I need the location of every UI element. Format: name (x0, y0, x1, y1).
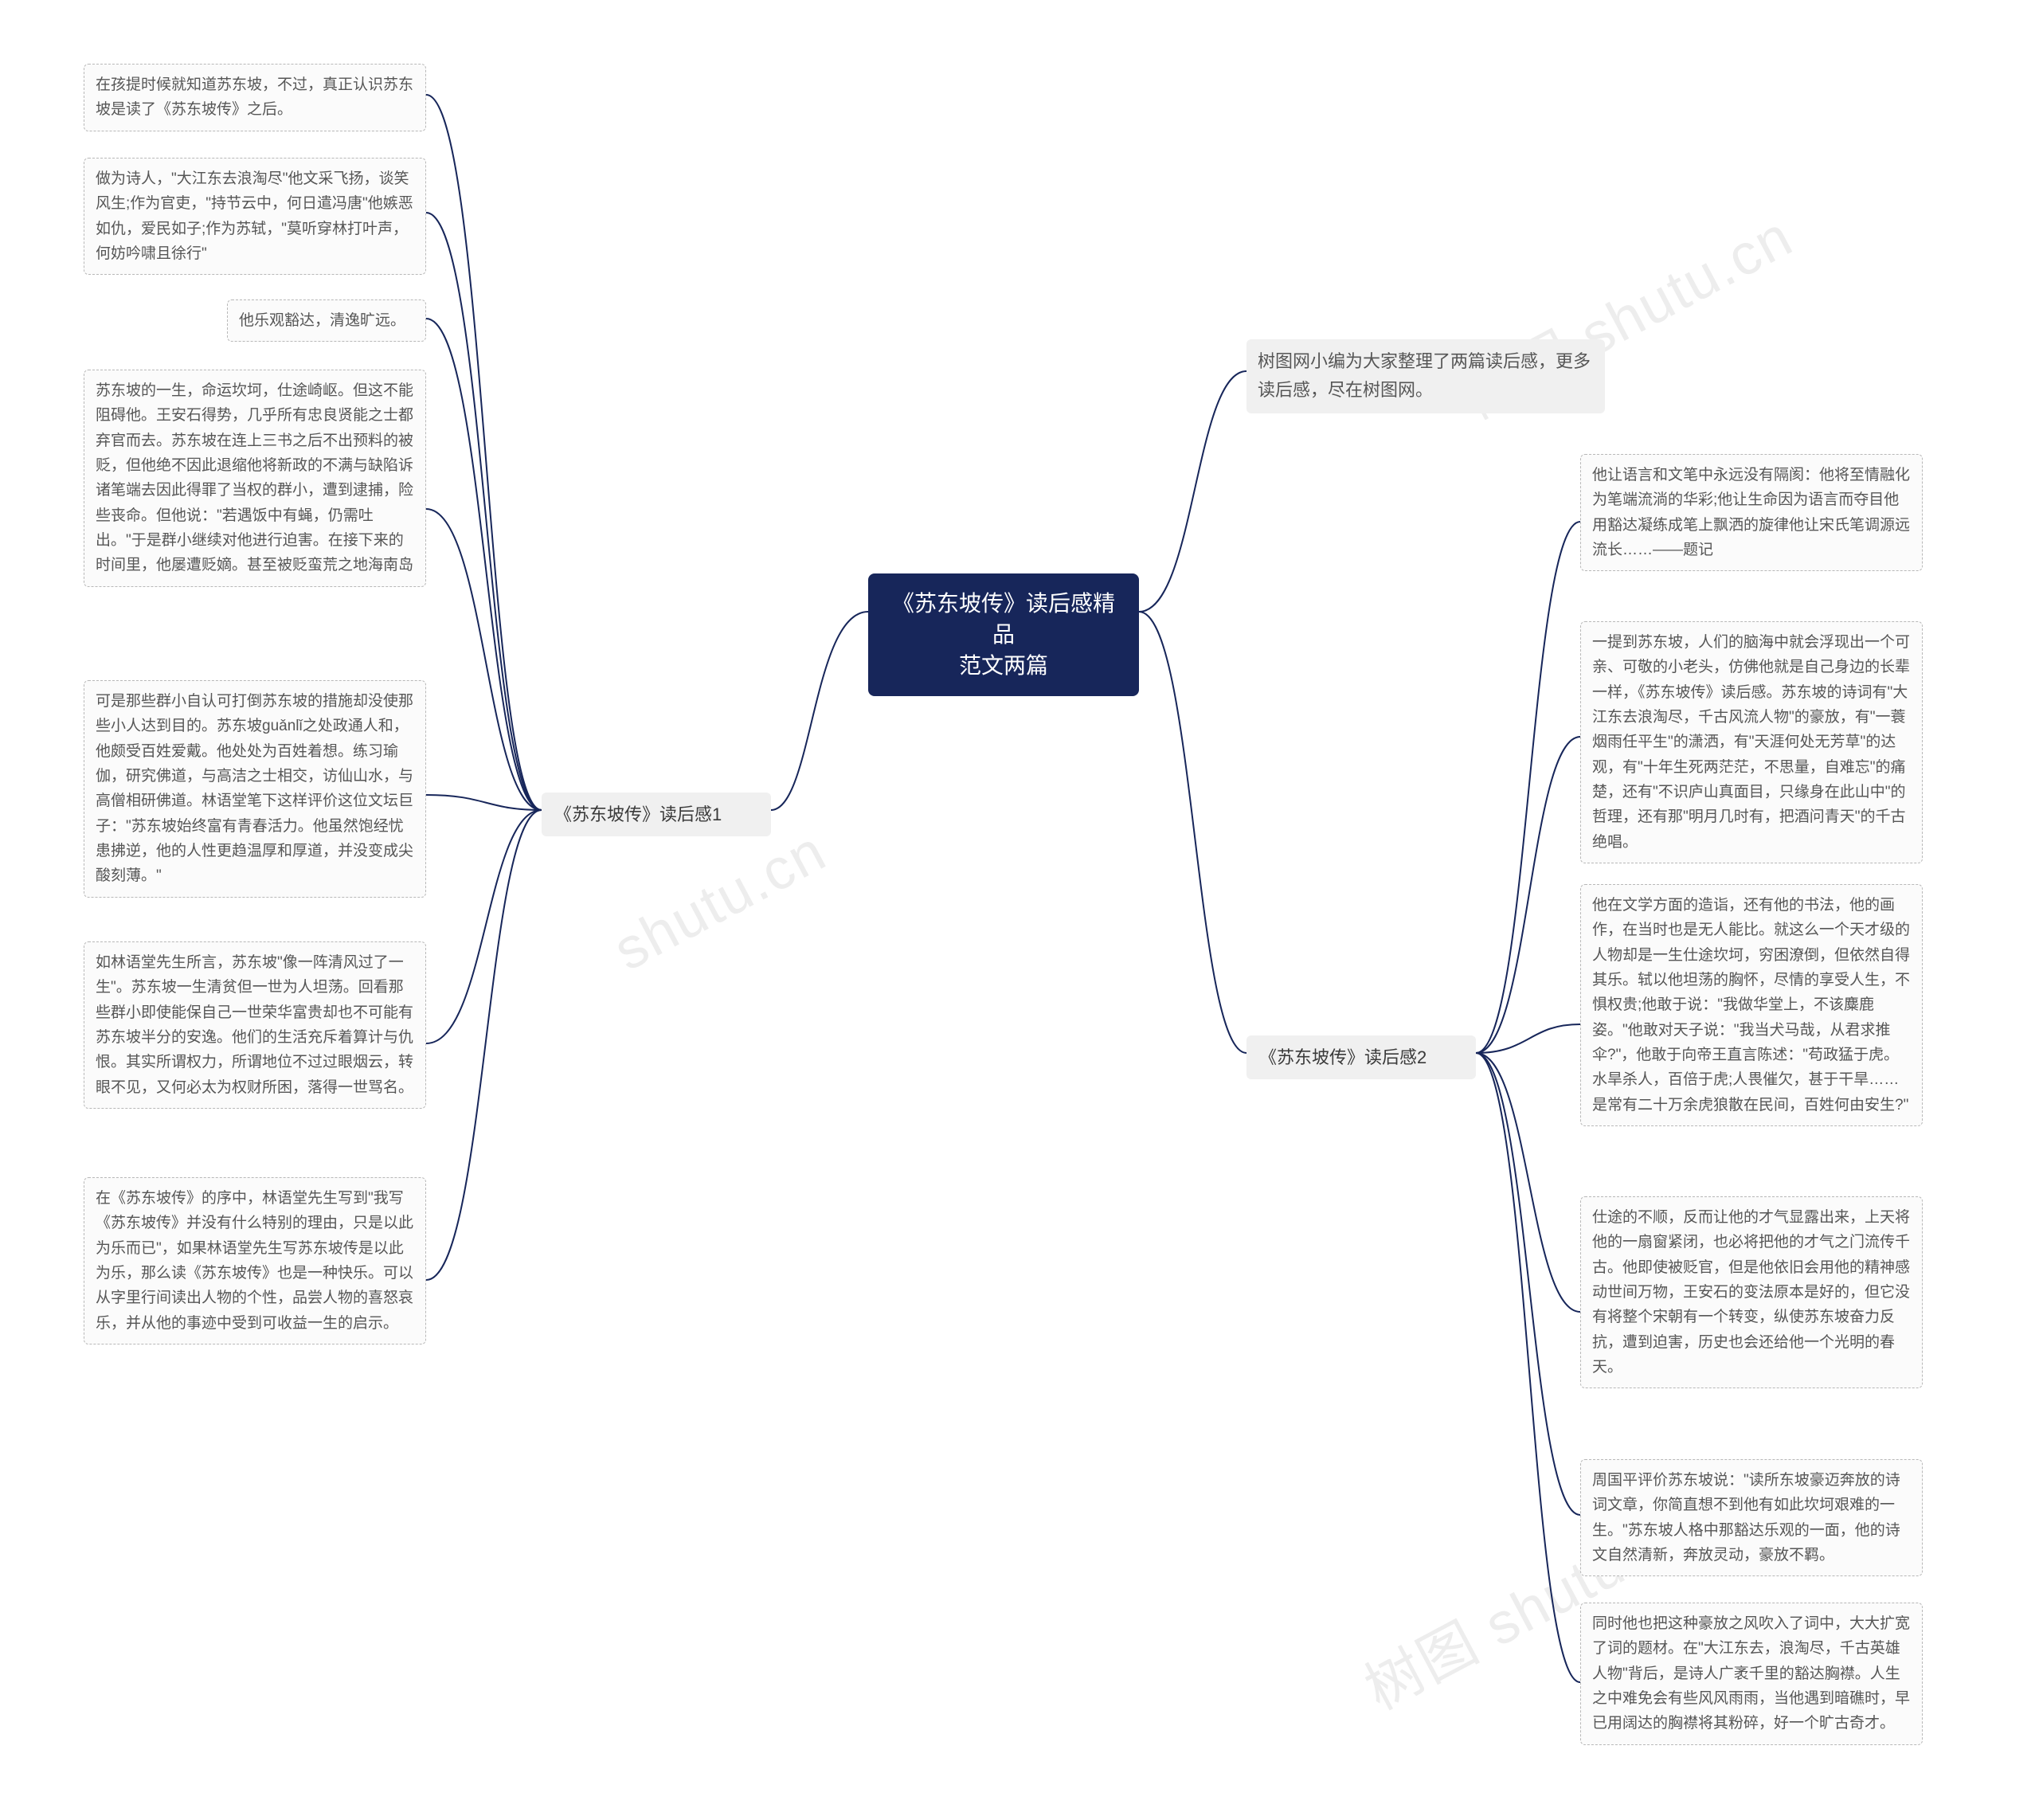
leaf-right-0: 他让语言和文笔中永远没有隔阂：他将至情融化为笔端流淌的华彩;他让生命因为语言而夺… (1580, 454, 1923, 571)
leaf-right-2: 他在文学方面的造诣，还有他的书法，他的画作，在当时也是无人能比。就这么一个天才级… (1580, 884, 1923, 1126)
right-intro: 树图网小编为大家整理了两篇读后感，更多读后感，尽在树图网。 (1246, 339, 1605, 413)
leaf-left-4: 可是那些群小自认可打倒苏东坡的措施却没使那些小人达到目的。苏东坡guǎnlǐ之处… (84, 680, 426, 898)
leaf-right-1: 一提到苏东坡，人们的脑海中就会浮现出一个可亲、可敬的小老头，仿佛他就是自己身边的… (1580, 621, 1923, 863)
branch-right: 《苏东坡传》读后感2 (1246, 1035, 1476, 1079)
leaf-right-3: 仕途的不顺，反而让他的才气显露出来，上天将他的一扇窗紧闭，也必将把他的才气之门流… (1580, 1196, 1923, 1388)
leaf-left-6: 在《苏东坡传》的序中，林语堂先生写到"我写《苏东坡传》并没有什么特别的理由，只是… (84, 1177, 426, 1344)
leaf-right-4: 周国平评价苏东坡说："读所东坡豪迈奔放的诗词文章，你简直想不到他有如此坎坷艰难的… (1580, 1459, 1923, 1576)
center-title-line1: 《苏东坡传》读后感精品 (892, 591, 1115, 647)
watermark: shutu.cn (604, 818, 837, 984)
leaf-left-0: 在孩提时候就知道苏东坡，不过，真正认识苏东坡是读了《苏东坡传》之后。 (84, 64, 426, 131)
center-title-line2: 范文两篇 (959, 653, 1048, 678)
leaf-right-5: 同时他也把这种豪放之风吹入了词中，大大扩宽了词的题材。在"大江东去，浪淘尽，千古… (1580, 1603, 1923, 1745)
leaf-left-1: 做为诗人，"大江东去浪淘尽"他文采飞扬，谈笑风生;作为官吏，"持节云中，何日遣冯… (84, 158, 426, 275)
leaf-left-2: 他乐观豁达，清逸旷远。 (227, 299, 426, 342)
center-node: 《苏东坡传》读后感精品 范文两篇 (868, 573, 1139, 696)
leaf-left-5: 如林语堂先生所言，苏东坡"像一阵清风过了一生"。苏东坡一生清贫但一世为人坦荡。回… (84, 941, 426, 1109)
leaf-left-3: 苏东坡的一生，命运坎坷，仕途崎岖。但这不能阻碍他。王安石得势，几乎所有忠良贤能之… (84, 370, 426, 587)
branch-left: 《苏东坡传》读后感1 (542, 793, 771, 836)
